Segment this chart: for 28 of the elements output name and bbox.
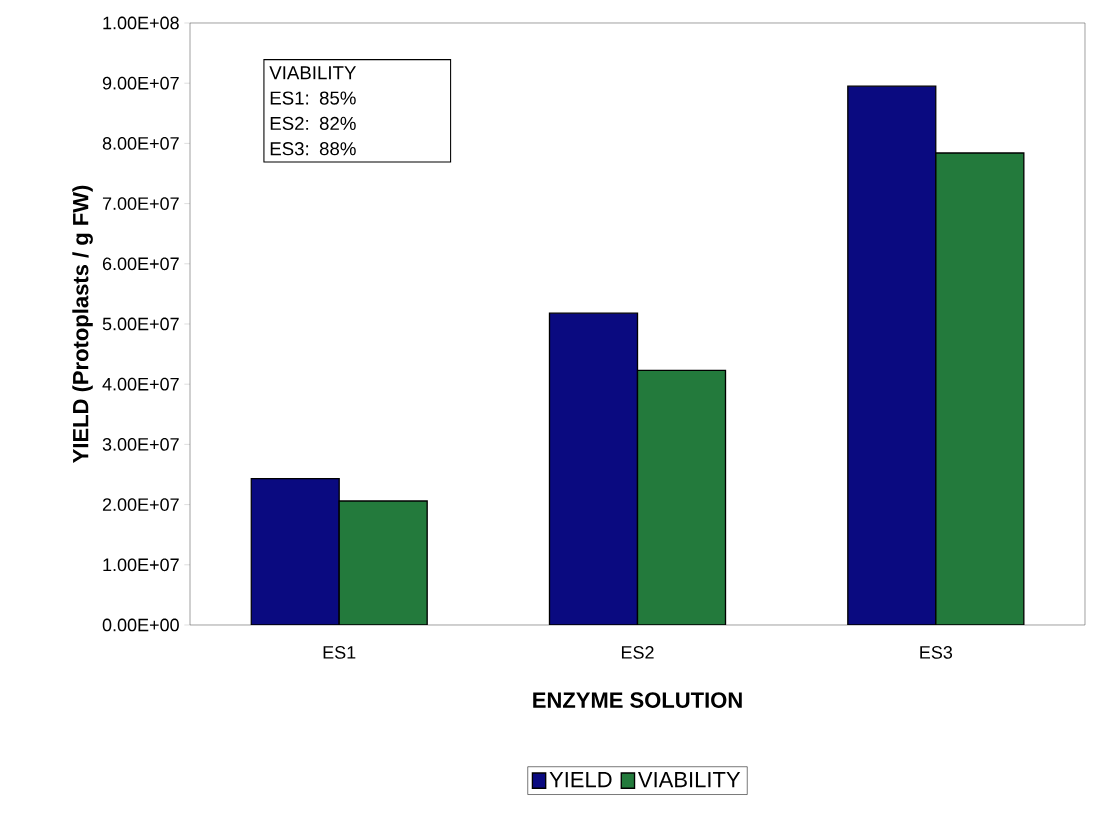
annotation: ES1: 85% [270,91,356,105]
y-tick-label: 1.00E+07 [103,558,179,572]
x-tick-label: ES2 [621,646,654,659]
y-tick-label: 7.00E+07 [102,197,179,210]
x-axis-title: ENZYME SOLUTION [533,692,742,708]
y-tick-label: 3.00E+07 [102,438,179,451]
annotation: ES2: 82% [270,116,356,130]
annotation: ES3: 88% [270,142,356,156]
bar [847,85,937,625]
bar [636,369,727,625]
annotation: VIABILITY [269,66,357,80]
bar [935,152,1025,625]
y-tick-label: 4.00E+07 [102,377,179,391]
legend-label: YIELD [549,772,612,788]
legend-label: VIABILITY [637,772,741,788]
y-tick-label: 2.00E+07 [102,498,179,511]
y-tick-label: 8.00E+07 [102,137,179,150]
y-tick-label: 1.00E+08 [103,16,179,30]
y-axis-title: YIELD (Protoplasts / g FW) [72,185,93,463]
bar [250,478,340,625]
bar [548,312,639,625]
x-tick-label: ES3 [920,646,953,659]
y-tick-label: 5.00E+07 [102,317,179,331]
y-tick-label: 6.00E+07 [102,257,179,271]
x-tick-label: ES1 [323,646,356,659]
y-tick-label: 9.00E+07 [102,76,179,90]
y-tick-label: 0.00E+00 [102,618,179,632]
bar [338,500,428,625]
